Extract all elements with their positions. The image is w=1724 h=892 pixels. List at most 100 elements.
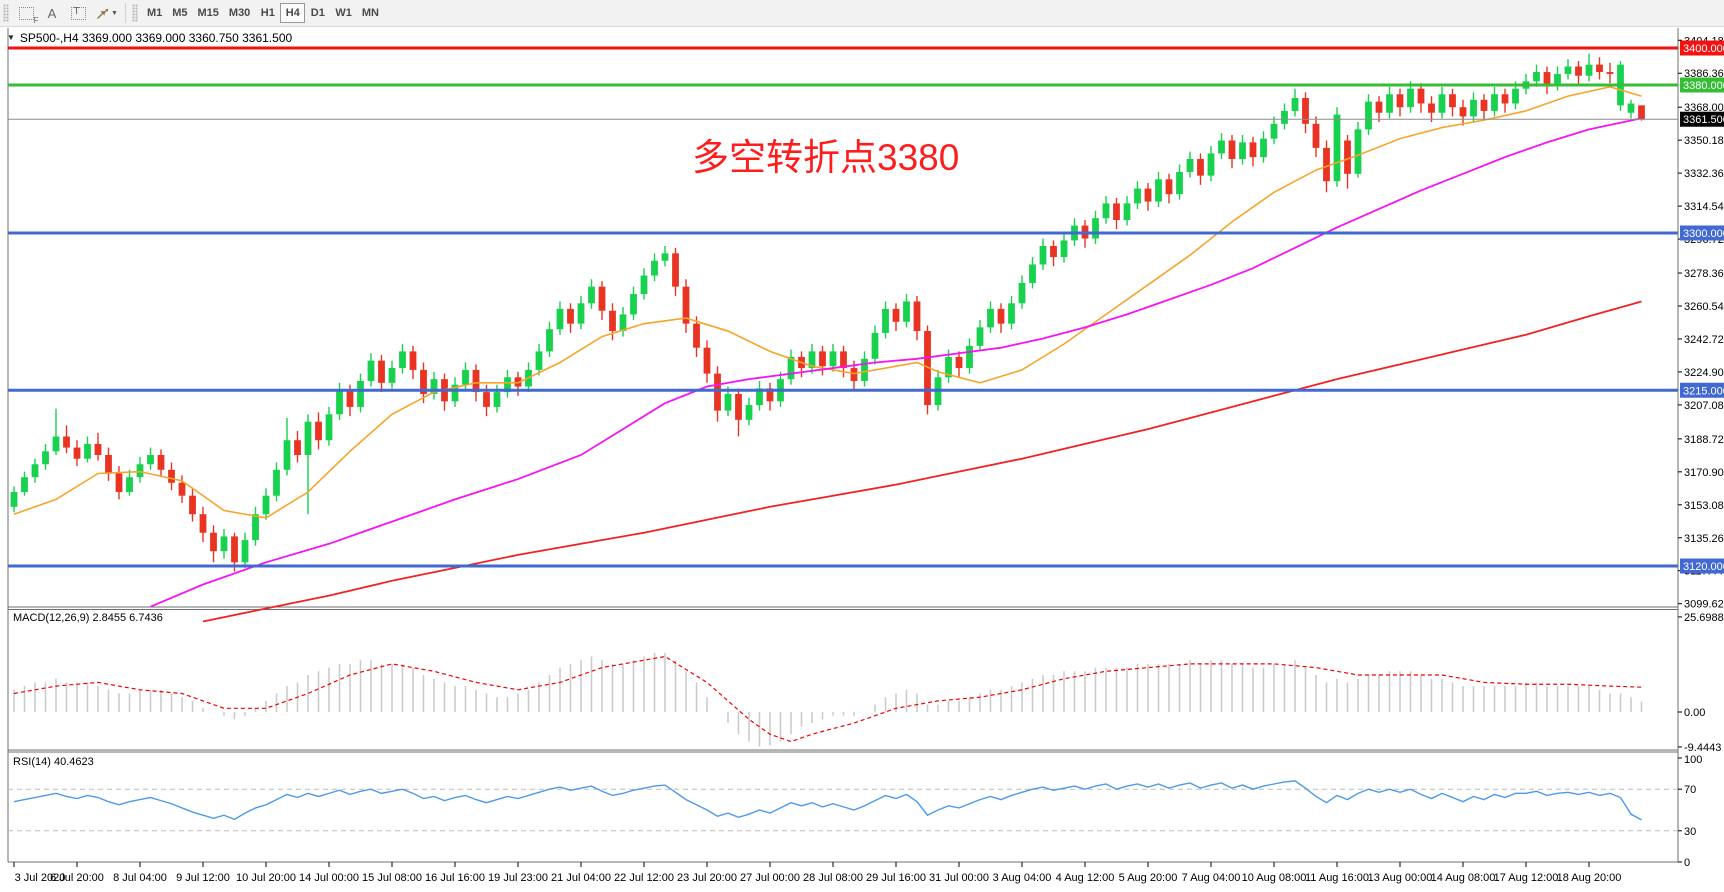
price-badge-3400.000 <box>1680 40 1724 56</box>
candles-layer <box>10 53 1645 572</box>
chart-dropdown-icon: ▼ <box>7 32 15 42</box>
timeframe-label: D1 <box>310 7 325 19</box>
time-axis-label: 3 Aug 04:00 <box>993 872 1052 884</box>
grid-f-icon-label: F <box>33 15 39 25</box>
timeframe-label: MN <box>361 7 379 19</box>
price-badge-3361.500 <box>1680 111 1724 127</box>
timeframe-m1[interactable]: M1 <box>142 3 167 23</box>
toolbar: F A T ▼ M1 M5 M15 M30 H1 H4 D1 W1 MN <box>0 0 1724 27</box>
time-axis-label: 11 Aug 16:00 <box>1305 872 1369 884</box>
timeframe-d1[interactable]: D1 <box>305 3 330 23</box>
rsi-axis-label: 70 <box>1684 784 1696 796</box>
text-label-icon: A <box>47 5 57 21</box>
time-axis-label: 9 Jul 12:00 <box>176 872 230 884</box>
price-axis-label: 3170.900 <box>1684 467 1724 479</box>
chart-title-bar[interactable]: ▼ SP500-,H4 3369.000 3369.000 3360.750 3… <box>7 31 292 45</box>
price-badge-label: 3215.000 <box>1683 385 1724 397</box>
time-axis-label: 16 Jul 16:00 <box>425 872 485 884</box>
time-axis-label: 4 Aug 12:00 <box>1056 872 1115 884</box>
timeframe-h1[interactable]: H1 <box>255 3 280 23</box>
time-axis-label: 13 Aug 00:00 <box>1368 872 1433 884</box>
time-axis-label: 14 Jul 00:00 <box>299 872 359 884</box>
toolbar-drag-handle[interactable] <box>3 4 9 22</box>
time-axis-label: 3 Jul 2020 <box>15 872 66 884</box>
time-axis-label: 7 Aug 04:00 <box>1182 872 1241 884</box>
timeframe-label: M15 <box>197 7 219 19</box>
macd-axis-label: -9.4443 <box>1684 742 1721 754</box>
macd-signal-line <box>13 655 1642 743</box>
time-axis-label: 28 Jul 08:00 <box>803 872 863 884</box>
time-axis-label: 10 Jul 20:00 <box>236 872 296 884</box>
rsi-axis-label: 30 <box>1684 826 1696 838</box>
timeframe-label: H4 <box>285 7 300 19</box>
grid-f-button[interactable]: F <box>13 3 39 25</box>
ma-mid-line <box>150 117 1642 608</box>
time-axis-label: 31 Jul 00:00 <box>929 872 989 884</box>
timeframe-m5[interactable]: M5 <box>167 3 192 23</box>
price-axis-label: 3386.360 <box>1684 68 1724 80</box>
timeframe-w1[interactable]: W1 <box>330 3 357 23</box>
price-badge-label: 3380.000 <box>1683 80 1724 92</box>
price-axis-label: 3188.720 <box>1684 434 1724 446</box>
price-badge-3300.000 <box>1680 225 1724 241</box>
time-axis-label: 19 Jul 23:00 <box>488 872 548 884</box>
price-axis-label: 3242.720 <box>1684 334 1724 346</box>
time-axis-label: 6 Jul 20:00 <box>50 872 104 884</box>
time-axis-label: 15 Jul 08:00 <box>362 872 422 884</box>
rsi-axis-label: 100 <box>1684 754 1702 766</box>
timeframe-drag-handle[interactable] <box>131 4 138 22</box>
macd-axis-label: 25.6988 <box>1684 612 1724 624</box>
price-badge-3120.000 <box>1680 558 1724 574</box>
price-axis-label: 3350.180 <box>1684 135 1724 147</box>
ma-fast-line <box>13 86 1642 519</box>
time-axis-label: 18 Aug 20:00 <box>1557 872 1622 884</box>
timeframe-mn[interactable]: MN <box>357 3 384 23</box>
text-box-button[interactable]: T <box>65 3 91 24</box>
cursor-arrows-icon <box>97 8 109 19</box>
price-axis-label: 3368.000 <box>1684 102 1724 114</box>
grid-f-icon: F <box>18 6 39 25</box>
price-badge-label: 3400.000 <box>1683 43 1724 55</box>
price-badge-label: 3300.000 <box>1683 228 1724 240</box>
text-box-icon-label: T <box>73 5 80 17</box>
timeframe-label: M30 <box>228 7 251 19</box>
price-badge-3380.000 <box>1680 77 1724 93</box>
chart-annotation: 多空转折点3380 <box>692 137 960 178</box>
price-axis-label: 3332.360 <box>1684 168 1724 180</box>
text-label-button[interactable]: A <box>39 3 65 24</box>
time-axis-label: 29 Jul 16:00 <box>866 872 926 884</box>
ma-slow-line <box>202 300 1642 623</box>
price-axis-label: 3278.360 <box>1684 268 1724 280</box>
time-axis-label: 8 Jul 04:00 <box>113 872 167 884</box>
macd-axis-label: 0.00 <box>1684 707 1705 719</box>
rsi-line <box>13 780 1642 821</box>
rsi-axis-label: 0 <box>1684 857 1690 869</box>
timeframe-label: M5 <box>172 7 188 19</box>
arrows-tool-button[interactable]: ▼ <box>91 3 122 24</box>
price-badge-label: 3120.000 <box>1683 561 1724 573</box>
dropdown-caret-icon: ▼ <box>111 9 118 17</box>
timeframe-h4[interactable]: H4 <box>280 3 306 23</box>
price-axis-label: 3153.080 <box>1684 500 1724 512</box>
price-axis-label: 3207.080 <box>1684 400 1724 412</box>
time-axis-label: 23 Jul 20:00 <box>677 872 737 884</box>
chart-title: SP500-,H4 3369.000 3369.000 3360.750 336… <box>19 31 293 45</box>
time-axis-label: 27 Jul 00:00 <box>740 872 800 884</box>
timeframe-label: W1 <box>335 7 352 19</box>
timeframe-m15[interactable]: M15 <box>193 3 224 23</box>
price-badge-3215.000 <box>1680 382 1724 398</box>
macd-indicator-label: MACD(12,26,9) 2.8455 6.7436 <box>13 612 163 624</box>
price-axis-label: 3260.540 <box>1684 301 1724 313</box>
time-axis-label: 17 Aug 12:00 <box>1494 872 1559 884</box>
time-axis-label: 22 Jul 12:00 <box>614 872 674 884</box>
price-axis-label: 3099.620 <box>1684 599 1724 611</box>
price-badge-label: 3361.500 <box>1683 114 1724 126</box>
timeframe-m30[interactable]: M30 <box>224 3 255 23</box>
price-axis-label: 3135.260 <box>1684 533 1724 545</box>
toolbar-separator <box>124 3 126 23</box>
price-axis-label: 3314.540 <box>1684 201 1724 213</box>
time-axis-label: 10 Aug 08:00 <box>1242 872 1307 884</box>
text-box-icon: T <box>70 5 86 20</box>
timeframe-label: M1 <box>146 7 163 19</box>
